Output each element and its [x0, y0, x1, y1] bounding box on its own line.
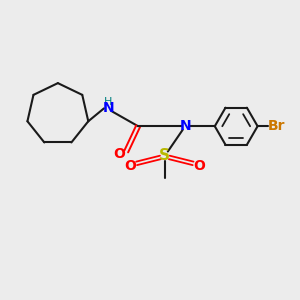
- Text: N: N: [180, 119, 191, 133]
- Text: O: O: [114, 148, 126, 161]
- Text: O: O: [124, 159, 136, 173]
- Text: O: O: [194, 159, 206, 173]
- Text: N: N: [103, 101, 114, 116]
- Text: H: H: [104, 97, 112, 107]
- Text: Br: Br: [268, 119, 286, 133]
- Text: S: S: [159, 148, 170, 164]
